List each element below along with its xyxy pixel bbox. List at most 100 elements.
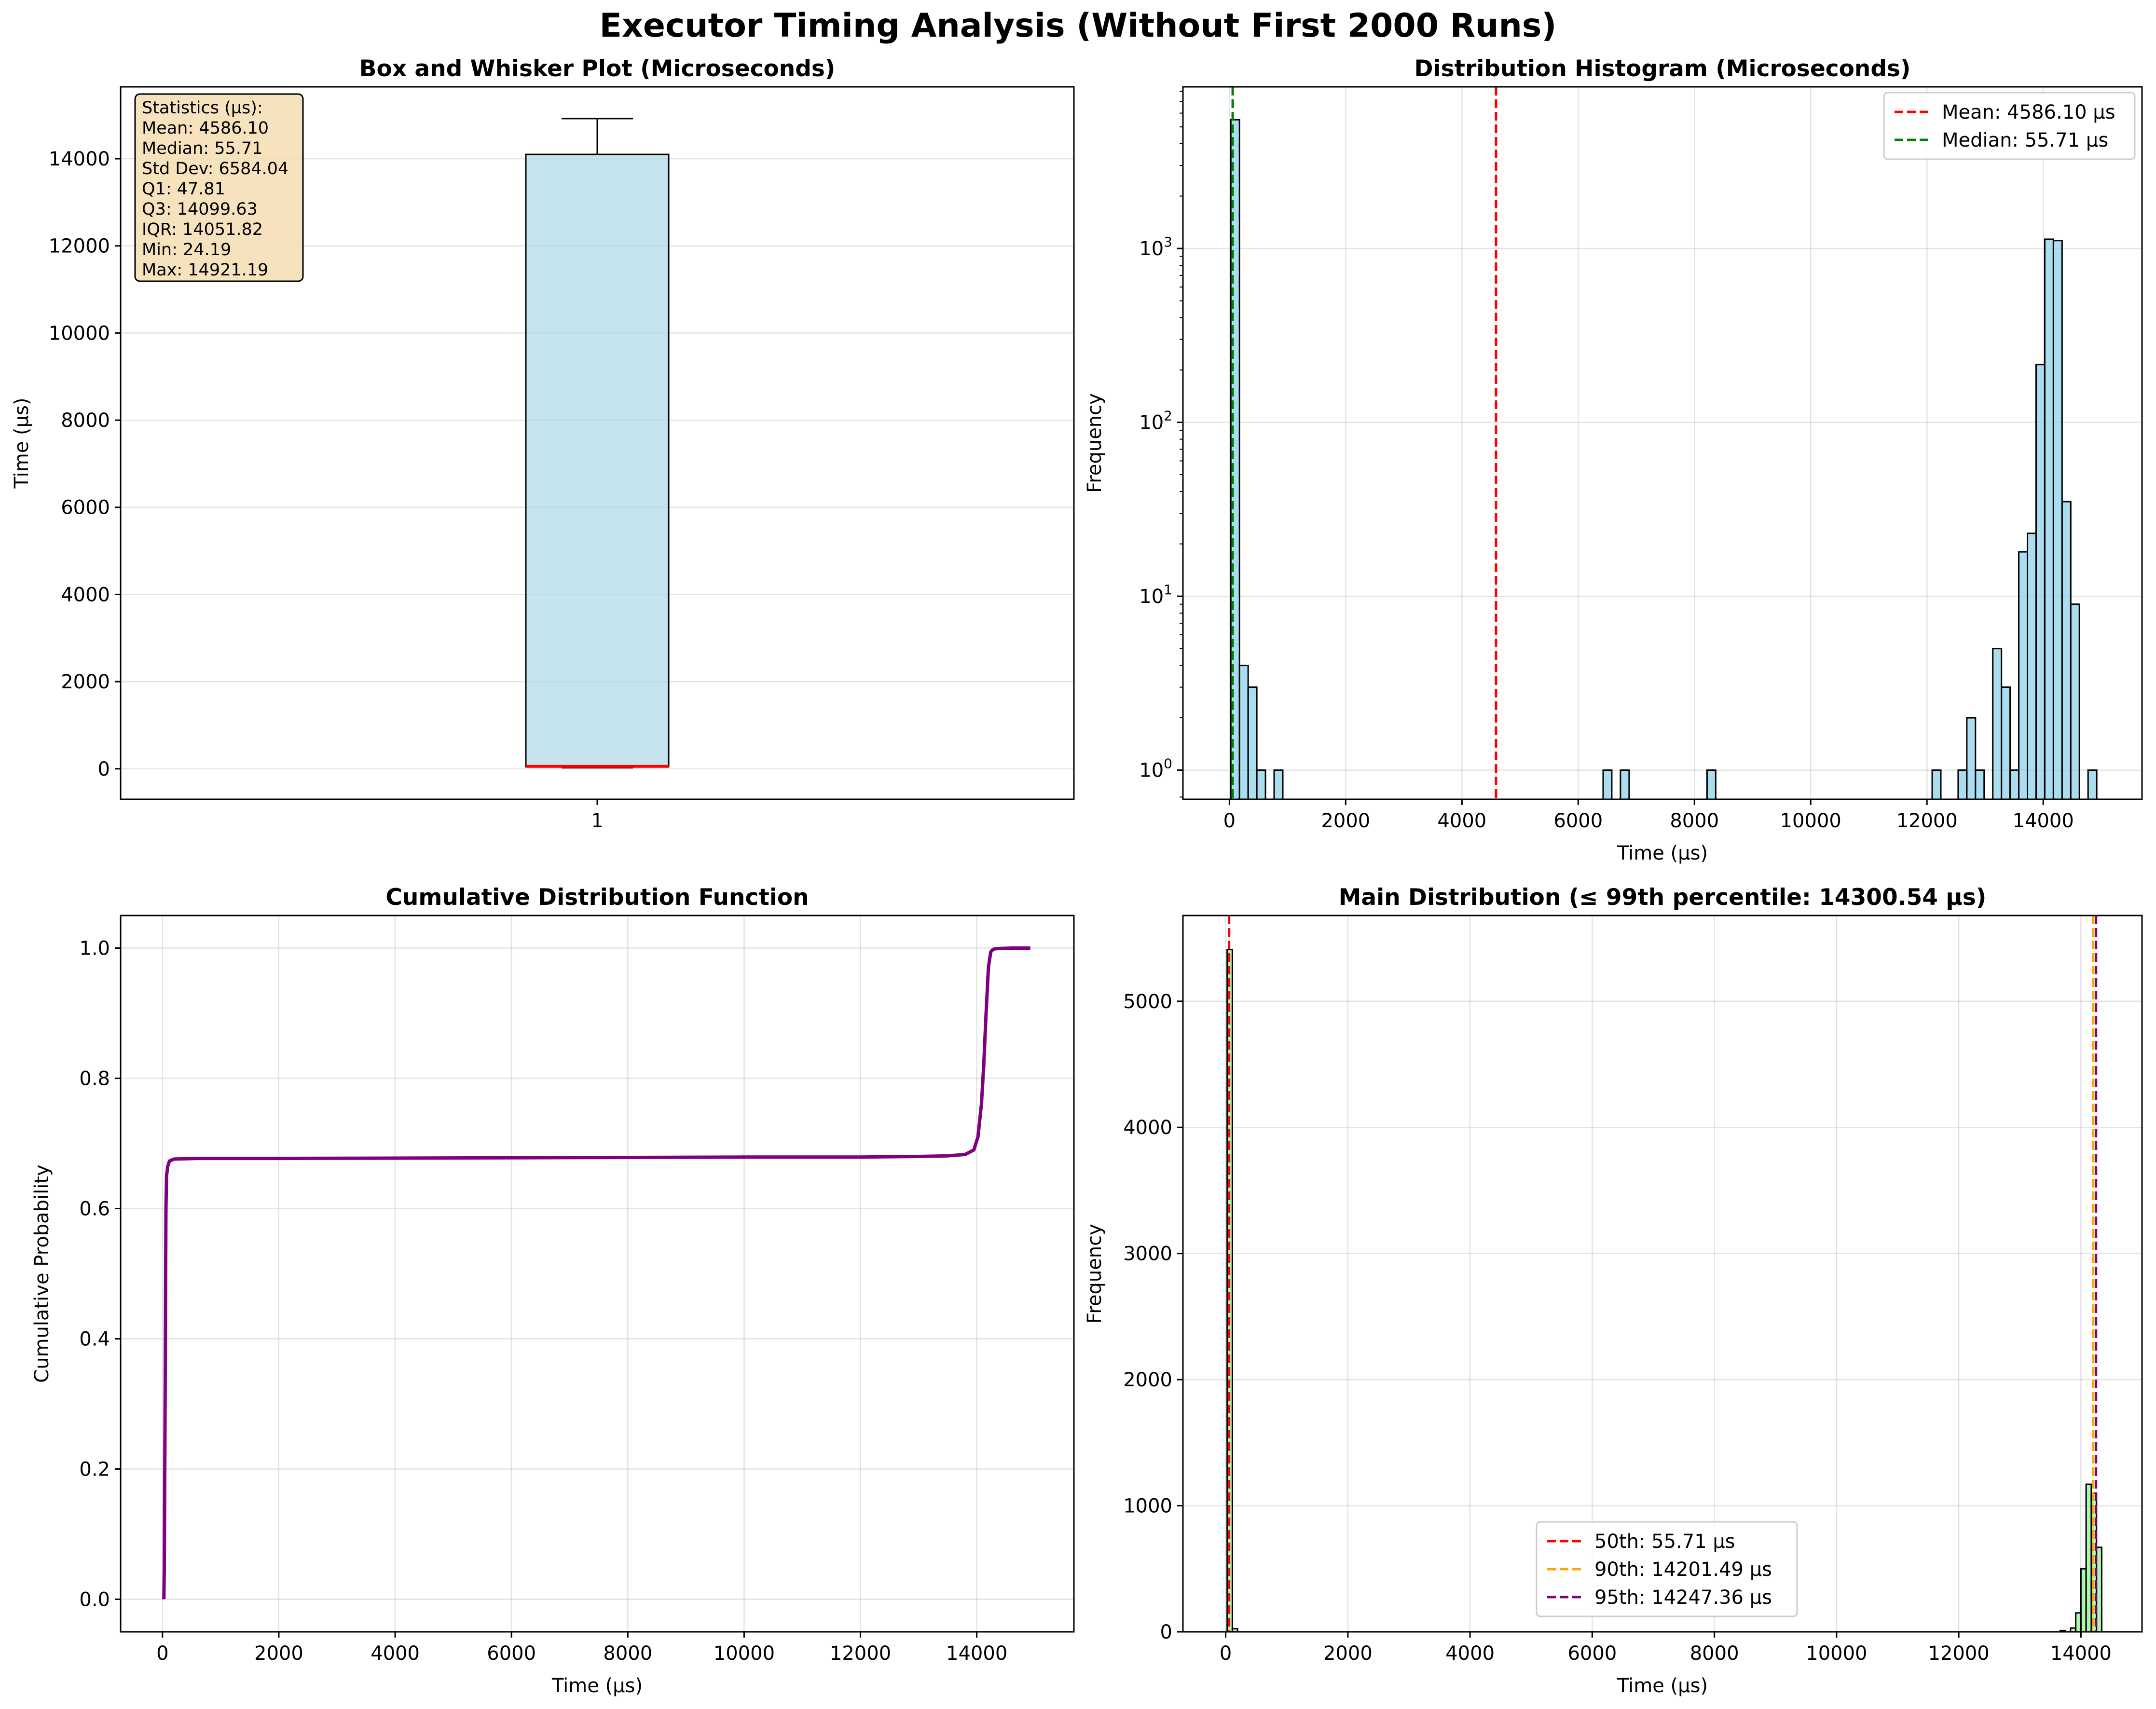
x-tick-label: 12000 bbox=[1896, 810, 1958, 832]
statistic-separator: : bbox=[172, 240, 183, 260]
y-tick-label: 4000 bbox=[1123, 1117, 1172, 1139]
y-tick-exponent: 0 bbox=[1164, 756, 1172, 772]
x-tick-label: 4000 bbox=[1445, 1642, 1495, 1665]
histogram-bar bbox=[1931, 769, 1942, 800]
y-tick-label: 6000 bbox=[61, 497, 110, 519]
histogram-bar bbox=[2070, 603, 2080, 800]
y-axis-label: Frequency bbox=[1084, 393, 1106, 493]
y-tick-exponent: 1 bbox=[1164, 582, 1172, 598]
y-tick-label: 4000 bbox=[61, 584, 110, 606]
y-tick-label: 2000 bbox=[1123, 1369, 1172, 1391]
plot-border bbox=[1182, 915, 2143, 1633]
histogram-bar bbox=[1620, 769, 1630, 800]
y-tick-label: 0 bbox=[1160, 1621, 1172, 1643]
statistic-label: Q3 bbox=[142, 200, 166, 219]
x-tick-label: 12000 bbox=[830, 1642, 891, 1665]
statistic-q1: Q1: 47.81 bbox=[142, 179, 225, 199]
x-axis-label: Time (µs) bbox=[551, 1675, 643, 1697]
y-axis-label: Frequency bbox=[1084, 1224, 1106, 1324]
histogram-bar bbox=[1238, 665, 1249, 800]
histogram-bar bbox=[2085, 1483, 2092, 1633]
statistic-value: 47.81 bbox=[177, 179, 225, 199]
statistic-value: 14099.63 bbox=[177, 200, 258, 219]
x-tick-label: 14000 bbox=[946, 1642, 1007, 1665]
y-tick-label: 103 bbox=[1139, 234, 1172, 260]
y-axis-label: Cumulative Probability bbox=[31, 1164, 53, 1382]
statistic-std-dev: Std Dev: 6584.04 bbox=[142, 159, 288, 178]
legend-label: Median: 55.71 µs bbox=[1942, 129, 2108, 151]
histogram-bar bbox=[2087, 769, 2098, 800]
statistic-min: Min: 24.19 bbox=[142, 240, 231, 260]
statistic-separator: : bbox=[208, 159, 219, 178]
histogram-bar bbox=[1256, 769, 1266, 800]
histogram-bar bbox=[1247, 686, 1258, 800]
y-tick-label: 0.2 bbox=[79, 1459, 110, 1481]
panel-title: Distribution Histogram (Microseconds) bbox=[1414, 55, 1911, 82]
histogram-bar bbox=[2080, 1568, 2087, 1633]
histogram-bar bbox=[2052, 240, 2063, 800]
histogram-bar bbox=[2061, 501, 2072, 800]
histogram-bar bbox=[2075, 1612, 2082, 1633]
x-tick-label: 1 bbox=[591, 810, 603, 832]
statistic-label: Mean bbox=[142, 119, 188, 138]
y-tick-label: 14000 bbox=[49, 148, 110, 170]
legend-label: 90th: 14201.49 µs bbox=[1594, 1559, 1772, 1581]
y-tick-label: 1000 bbox=[1123, 1495, 1172, 1518]
histogram-bar bbox=[2096, 1546, 2102, 1633]
histogram-bar bbox=[1992, 648, 2003, 800]
statistic-iqr: IQR: 14051.82 bbox=[142, 220, 263, 239]
y-axis-label: Time (µs) bbox=[11, 397, 33, 489]
histogram-bar bbox=[1602, 769, 1613, 800]
histogram-bar bbox=[1706, 769, 1717, 800]
x-tick-label: 0 bbox=[1220, 1642, 1232, 1665]
x-tick-label: 0 bbox=[1223, 810, 1236, 832]
histogram-bar bbox=[1273, 769, 1284, 800]
plot-area bbox=[1183, 87, 2142, 799]
x-tick-label: 2000 bbox=[1321, 810, 1370, 832]
histogram-bar bbox=[1957, 769, 1968, 800]
y-tick-label: 3000 bbox=[1123, 1243, 1172, 1265]
y-tick-label: 1.0 bbox=[79, 938, 110, 960]
figure-title: Executor Timing Analysis (Without First … bbox=[599, 7, 1557, 45]
panel-main-distribution: 0 2000 4000 6000 8000 10000 12000 14000 0 1000 200… bbox=[1084, 884, 2143, 1697]
statistic-label: Q1 bbox=[142, 179, 166, 199]
x-tick-label: 6000 bbox=[1567, 1642, 1617, 1665]
x-tick-label: 4000 bbox=[1437, 810, 1486, 832]
y-tick-exponent: 3 bbox=[1164, 234, 1172, 250]
panel-cdf: 0 2000 4000 6000 8000 10000 12000 14000 0.0 0.2 0.… bbox=[31, 884, 1075, 1697]
histogram-bar bbox=[1226, 949, 1233, 1633]
x-axis-label: Time (µs) bbox=[1617, 842, 1708, 864]
statistics-title: Statistics (µs): bbox=[142, 98, 263, 118]
legend-box bbox=[1883, 92, 2136, 160]
histogram-bar bbox=[2009, 769, 2020, 800]
legend-label: 95th: 14247.36 µs bbox=[1594, 1586, 1772, 1609]
x-tick-label: 10000 bbox=[714, 1642, 775, 1665]
plot-area bbox=[121, 916, 1074, 1632]
panel-box-plot: 0 2000 4000 6000 8000 10000 12000 14000 1 Statist… bbox=[11, 55, 1075, 832]
x-tick-label: 14000 bbox=[2050, 1642, 2112, 1665]
statistic-label: Min bbox=[142, 240, 172, 260]
histogram-bar bbox=[2035, 364, 2046, 800]
y-tick-label: 101 bbox=[1139, 582, 1172, 608]
x-tick-label: 10000 bbox=[1780, 810, 1841, 832]
statistic-value: 6584.04 bbox=[219, 159, 289, 178]
x-axis-label: Time (µs) bbox=[1617, 1675, 1708, 1697]
legend-label: 50th: 55.71 µs bbox=[1594, 1531, 1735, 1553]
cdf-line bbox=[162, 946, 1030, 1600]
statistic-separator: : bbox=[188, 119, 199, 138]
statistics-box bbox=[134, 93, 304, 282]
statistic-label: IQR bbox=[142, 220, 172, 239]
y-tick-label: 5000 bbox=[1123, 991, 1172, 1013]
statistic-separator: : bbox=[166, 200, 177, 219]
y-tick-label: 102 bbox=[1139, 408, 1172, 434]
panel-title: Box and Whisker Plot (Microseconds) bbox=[359, 55, 836, 82]
panel-histogram: 0 2000 4000 6000 8000 10000 12000 1400010010110… bbox=[1084, 55, 2143, 864]
statistic-separator: : bbox=[177, 260, 188, 280]
y-tick-label: 10000 bbox=[49, 322, 110, 344]
y-tick-label: 0.8 bbox=[79, 1068, 110, 1090]
x-tick-label: 6000 bbox=[1553, 810, 1603, 832]
statistic-value: 55.71 bbox=[214, 139, 262, 158]
legend-box bbox=[1536, 1521, 1798, 1617]
statistic-label: Std Dev bbox=[142, 159, 208, 178]
